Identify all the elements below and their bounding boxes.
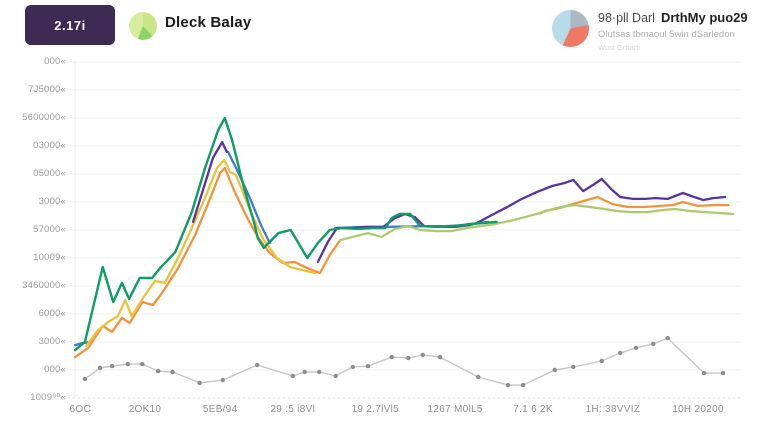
legend-subtitle: Olutsas tbmaoul 5win dSarledon — [598, 29, 735, 40]
y-tick-label: 5600000« — [22, 112, 66, 123]
y-tick-label: 10009« — [33, 252, 66, 263]
series-gray-dotted-marker — [520, 382, 526, 388]
series-gray-dotted-marker — [505, 382, 511, 388]
page-title: Dleck Balay — [165, 14, 252, 31]
legend-text: 98·pll Darl DrthMy puo29 Olutsas tbmaoul … — [598, 10, 748, 52]
legend-title: 98·pll Darl DrthMy puo29 — [598, 10, 748, 25]
series-gray-dotted-marker — [350, 364, 356, 370]
series-gray-dotted-marker — [618, 350, 623, 356]
series-gray-dotted-marker — [290, 373, 295, 379]
series-gray-dotted-marker — [651, 341, 656, 347]
x-tick-label: 1H: 38VVIZ — [585, 404, 641, 415]
pie-chart-icon-multicolor — [552, 10, 589, 47]
series-gray-dotted-marker — [109, 363, 115, 369]
series-gray-dotted-marker — [97, 365, 103, 371]
x-tick-label: 29 :5 i8Vl — [270, 404, 316, 415]
y-tick-label: 3460000« — [22, 280, 66, 291]
series-gray-dotted-marker — [365, 363, 371, 369]
series-purple-line — [191, 140, 228, 224]
series-gray-dotted-marker — [552, 367, 557, 373]
x-tick-label: 19 2.7lVl5 — [351, 404, 400, 415]
series-gray-dotted-marker — [317, 369, 322, 375]
series-gray-dotted-marker — [156, 368, 161, 374]
y-tick-label: 000« — [44, 56, 66, 67]
series-gray-dotted-marker — [665, 335, 670, 341]
series-gray-dotted-marker — [476, 374, 481, 380]
series-green-line — [73, 116, 498, 352]
series-gray-dotted-marker — [82, 376, 88, 382]
y-tick-label: 3000« — [38, 196, 66, 207]
kpi-badge: 2.17i — [25, 5, 115, 45]
series-gray-dotted-marker — [701, 370, 707, 376]
x-tick-label: 2OK10 — [128, 404, 162, 415]
series-gray-dotted-line — [84, 337, 724, 386]
legend-footnote: Wost Grharti — [598, 43, 640, 52]
series-gray-dotted-marker — [255, 362, 260, 368]
series-gray-dotted-marker — [599, 358, 604, 364]
series-yellow-line — [85, 158, 317, 348]
x-tick-label: 6OC — [69, 404, 91, 415]
series-blue-line — [226, 150, 271, 245]
y-tick-label: 1009⁹⁰« — [30, 392, 66, 403]
series-gray-dotted-marker — [220, 377, 225, 383]
y-tick-label: 7J5000« — [28, 84, 66, 95]
series-gray-dotted-marker — [125, 361, 130, 367]
series-gray-dotted-marker — [333, 373, 338, 379]
series-orange-line — [73, 166, 342, 359]
series-gray-dotted-marker — [406, 355, 411, 361]
y-tick-label: 3000« — [38, 336, 66, 347]
x-tick-label: 1267 M0lL5 — [427, 404, 483, 415]
series-gray-dotted-marker — [170, 369, 175, 375]
y-tick-label: 000« — [44, 364, 66, 375]
y-tick-label: 6000« — [38, 308, 66, 319]
x-tick-label: 10H 20200 — [672, 404, 724, 415]
pie-chart-icon-green — [129, 12, 157, 40]
series-lightgreen-line — [339, 204, 735, 242]
series-gray-dotted-marker — [389, 354, 394, 360]
series-gray-dotted-marker — [437, 354, 443, 360]
series-gray-dotted-marker — [302, 369, 307, 375]
legend-title-regular: 98·pll Darl — [598, 11, 655, 25]
legend-title-bold: DrthMy puo29 — [660, 10, 748, 25]
series-gray-dotted-marker — [633, 345, 639, 351]
series-gray-dotted-marker — [720, 370, 726, 376]
series-purple-line — [316, 177, 727, 264]
series-gray-dotted-marker — [571, 364, 576, 370]
y-tick-label: 05000« — [33, 168, 66, 179]
series-gray-dotted-marker — [197, 380, 202, 386]
legend: 98·pll Darl DrthMy puo29 Olutsas tbmaoul … — [552, 10, 748, 52]
y-tick-label: 57000« — [33, 224, 66, 235]
y-tick-label: 03000« — [33, 140, 66, 151]
series-gray-dotted-marker — [420, 352, 425, 358]
x-tick-label: 5EB/94 — [202, 404, 238, 415]
x-tick-label: 7.1 6 2K — [513, 404, 553, 415]
series-gray-dotted-marker — [140, 361, 145, 367]
